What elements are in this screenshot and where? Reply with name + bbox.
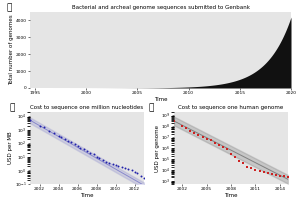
Point [229,152,233,155]
Point [257,169,262,172]
Point [269,173,274,176]
Point [273,173,278,176]
Point [113,163,118,167]
Text: Ⓑ: Ⓑ [10,103,15,112]
Point [56,134,61,137]
Point [129,169,134,172]
Point [192,131,197,134]
Point [208,139,213,142]
Point [245,165,250,168]
Text: Ⓐ: Ⓐ [7,3,12,12]
Point [72,142,77,145]
Point [237,160,242,163]
Title: Cost to sequence one million nucleotides: Cost to sequence one million nucleotides [30,105,144,110]
Point [142,176,146,179]
Point [125,168,130,171]
Point [200,135,205,139]
Y-axis label: Total number of genomes: Total number of genomes [9,15,14,85]
Point [249,166,254,169]
Point [278,174,282,177]
Point [233,155,238,159]
Point [135,172,140,175]
Point [103,161,108,164]
Point [220,146,225,149]
Point [106,161,111,165]
Point [28,119,32,122]
Point [241,162,246,165]
Point [63,137,68,140]
Point [59,136,64,139]
Point [132,170,137,173]
Point [94,155,99,158]
Point [139,174,144,177]
Point [110,162,115,166]
Point [97,157,102,160]
Point [37,124,42,127]
Point [51,131,56,134]
Point [120,165,124,169]
Title: Cost to sequence one human genome: Cost to sequence one human genome [178,105,284,110]
X-axis label: Time: Time [224,193,238,198]
Point [261,171,266,174]
Point [123,166,128,170]
Point [101,158,106,161]
Point [286,176,290,179]
Y-axis label: USD per genome: USD per genome [155,124,160,171]
Point [224,147,229,151]
X-axis label: Time: Time [154,97,167,102]
Point [87,151,92,154]
Y-axis label: USD per MB: USD per MB [8,132,13,164]
Point [75,145,80,148]
Point [216,143,221,146]
Point [281,175,286,178]
Point [196,134,201,137]
Point [85,150,89,153]
Point [212,141,217,144]
Point [42,126,47,129]
Text: Ⓒ: Ⓒ [149,103,154,112]
Point [66,139,70,142]
Point [204,137,209,140]
Point [116,165,121,168]
Point [265,171,270,175]
X-axis label: Time: Time [80,193,94,198]
Point [46,129,51,133]
Point [188,129,193,132]
Point [172,119,176,123]
Point [91,153,96,156]
Point [180,125,184,128]
Title: Bacterial and archeal genome sequences submitted to Genbank: Bacterial and archeal genome sequences s… [71,5,250,10]
Point [68,141,73,144]
Point [253,168,258,171]
Point [78,146,83,150]
Point [184,126,189,129]
Point [82,148,87,151]
